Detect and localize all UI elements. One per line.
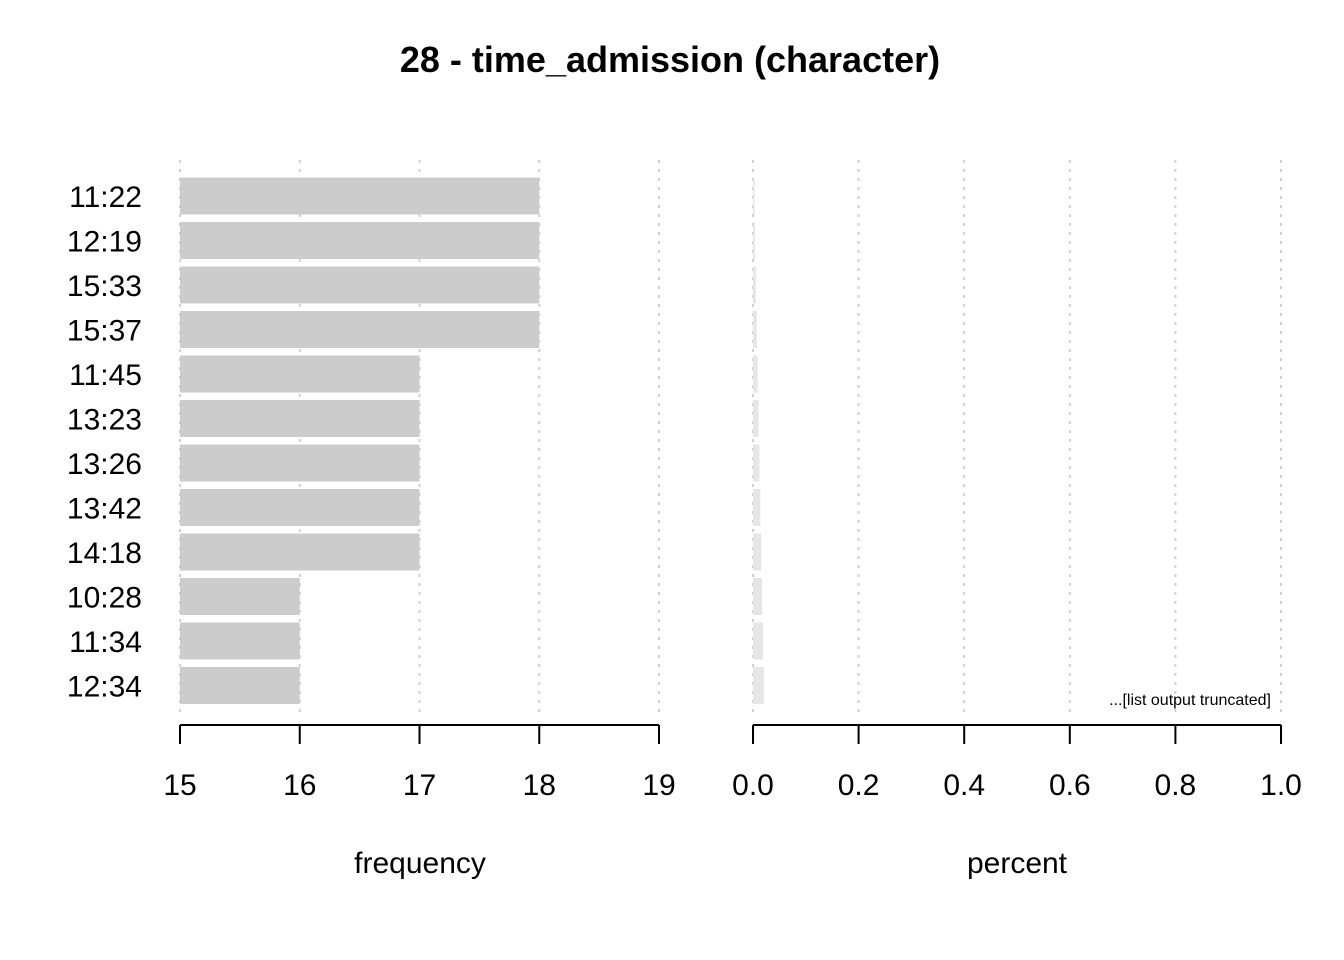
percent-bar [753,311,757,348]
category-labels: 11:22 12:19 15:33 15:37 11:45 13:23 13:26 13:42… [67,181,142,704]
category-label: 11:34 [69,626,142,659]
frequency-axis-title: frequency [354,847,486,880]
frequency-bar [180,311,540,348]
frequency-bar [180,489,420,526]
category-label: 14:18 [67,537,142,570]
frequency-bar [180,533,420,571]
percent-bar [753,622,763,660]
percent-bar [753,533,762,571]
truncation-note: ...[list output truncated] [1109,692,1271,709]
category-label: 11:45 [69,359,142,392]
percent-bar [753,667,764,704]
chart-title: 28 - time_admission (character) [400,39,940,80]
category-label: 11:22 [69,181,142,214]
percent-bar [753,222,755,259]
percent-tick-label: 1.0 [1260,769,1302,802]
percent-tick-label: 0.4 [943,769,985,802]
percent-bar [753,355,758,393]
frequency-bar [180,667,300,704]
category-label: 13:26 [67,448,142,481]
frequency-tick-label: 19 [642,769,675,802]
frequency-bar [180,222,540,259]
percent-tick-label: 0.0 [732,769,774,802]
category-label: 15:33 [67,270,142,303]
category-label: 13:23 [67,404,142,437]
frequency-bar [180,578,300,615]
category-label: 12:34 [67,671,142,704]
percent-bar [753,578,763,615]
frequency-bar [180,444,420,482]
percent-panel: 0.0 0.2 0.4 0.6 0.8 1.0 [732,160,1302,802]
category-label: 15:37 [67,315,142,348]
percent-bar [753,444,760,482]
frequency-panel: 15 16 17 18 19 [163,160,676,802]
percent-bar [753,266,756,304]
frequency-tick-label: 16 [283,769,316,802]
percent-axis-title: percent [967,847,1068,880]
frequency-tick-label: 18 [523,769,556,802]
percent-tick-label: 0.2 [838,769,880,802]
percent-tick-label: 0.6 [1049,769,1091,802]
frequency-bar [180,355,420,393]
percent-bar [753,489,761,526]
frequency-tick-label: 15 [163,769,196,802]
percent-bar [753,400,759,437]
percent-bar [753,177,755,215]
frequency-bar [180,400,420,437]
category-label: 12:19 [67,226,142,259]
frequency-bar [180,266,540,304]
category-label: 13:42 [67,493,142,526]
frequency-bar [180,622,300,660]
frequency-tick-label: 17 [403,769,436,802]
frequency-bar [180,177,540,215]
percent-tick-label: 0.8 [1155,769,1197,802]
category-label: 10:28 [67,582,142,615]
